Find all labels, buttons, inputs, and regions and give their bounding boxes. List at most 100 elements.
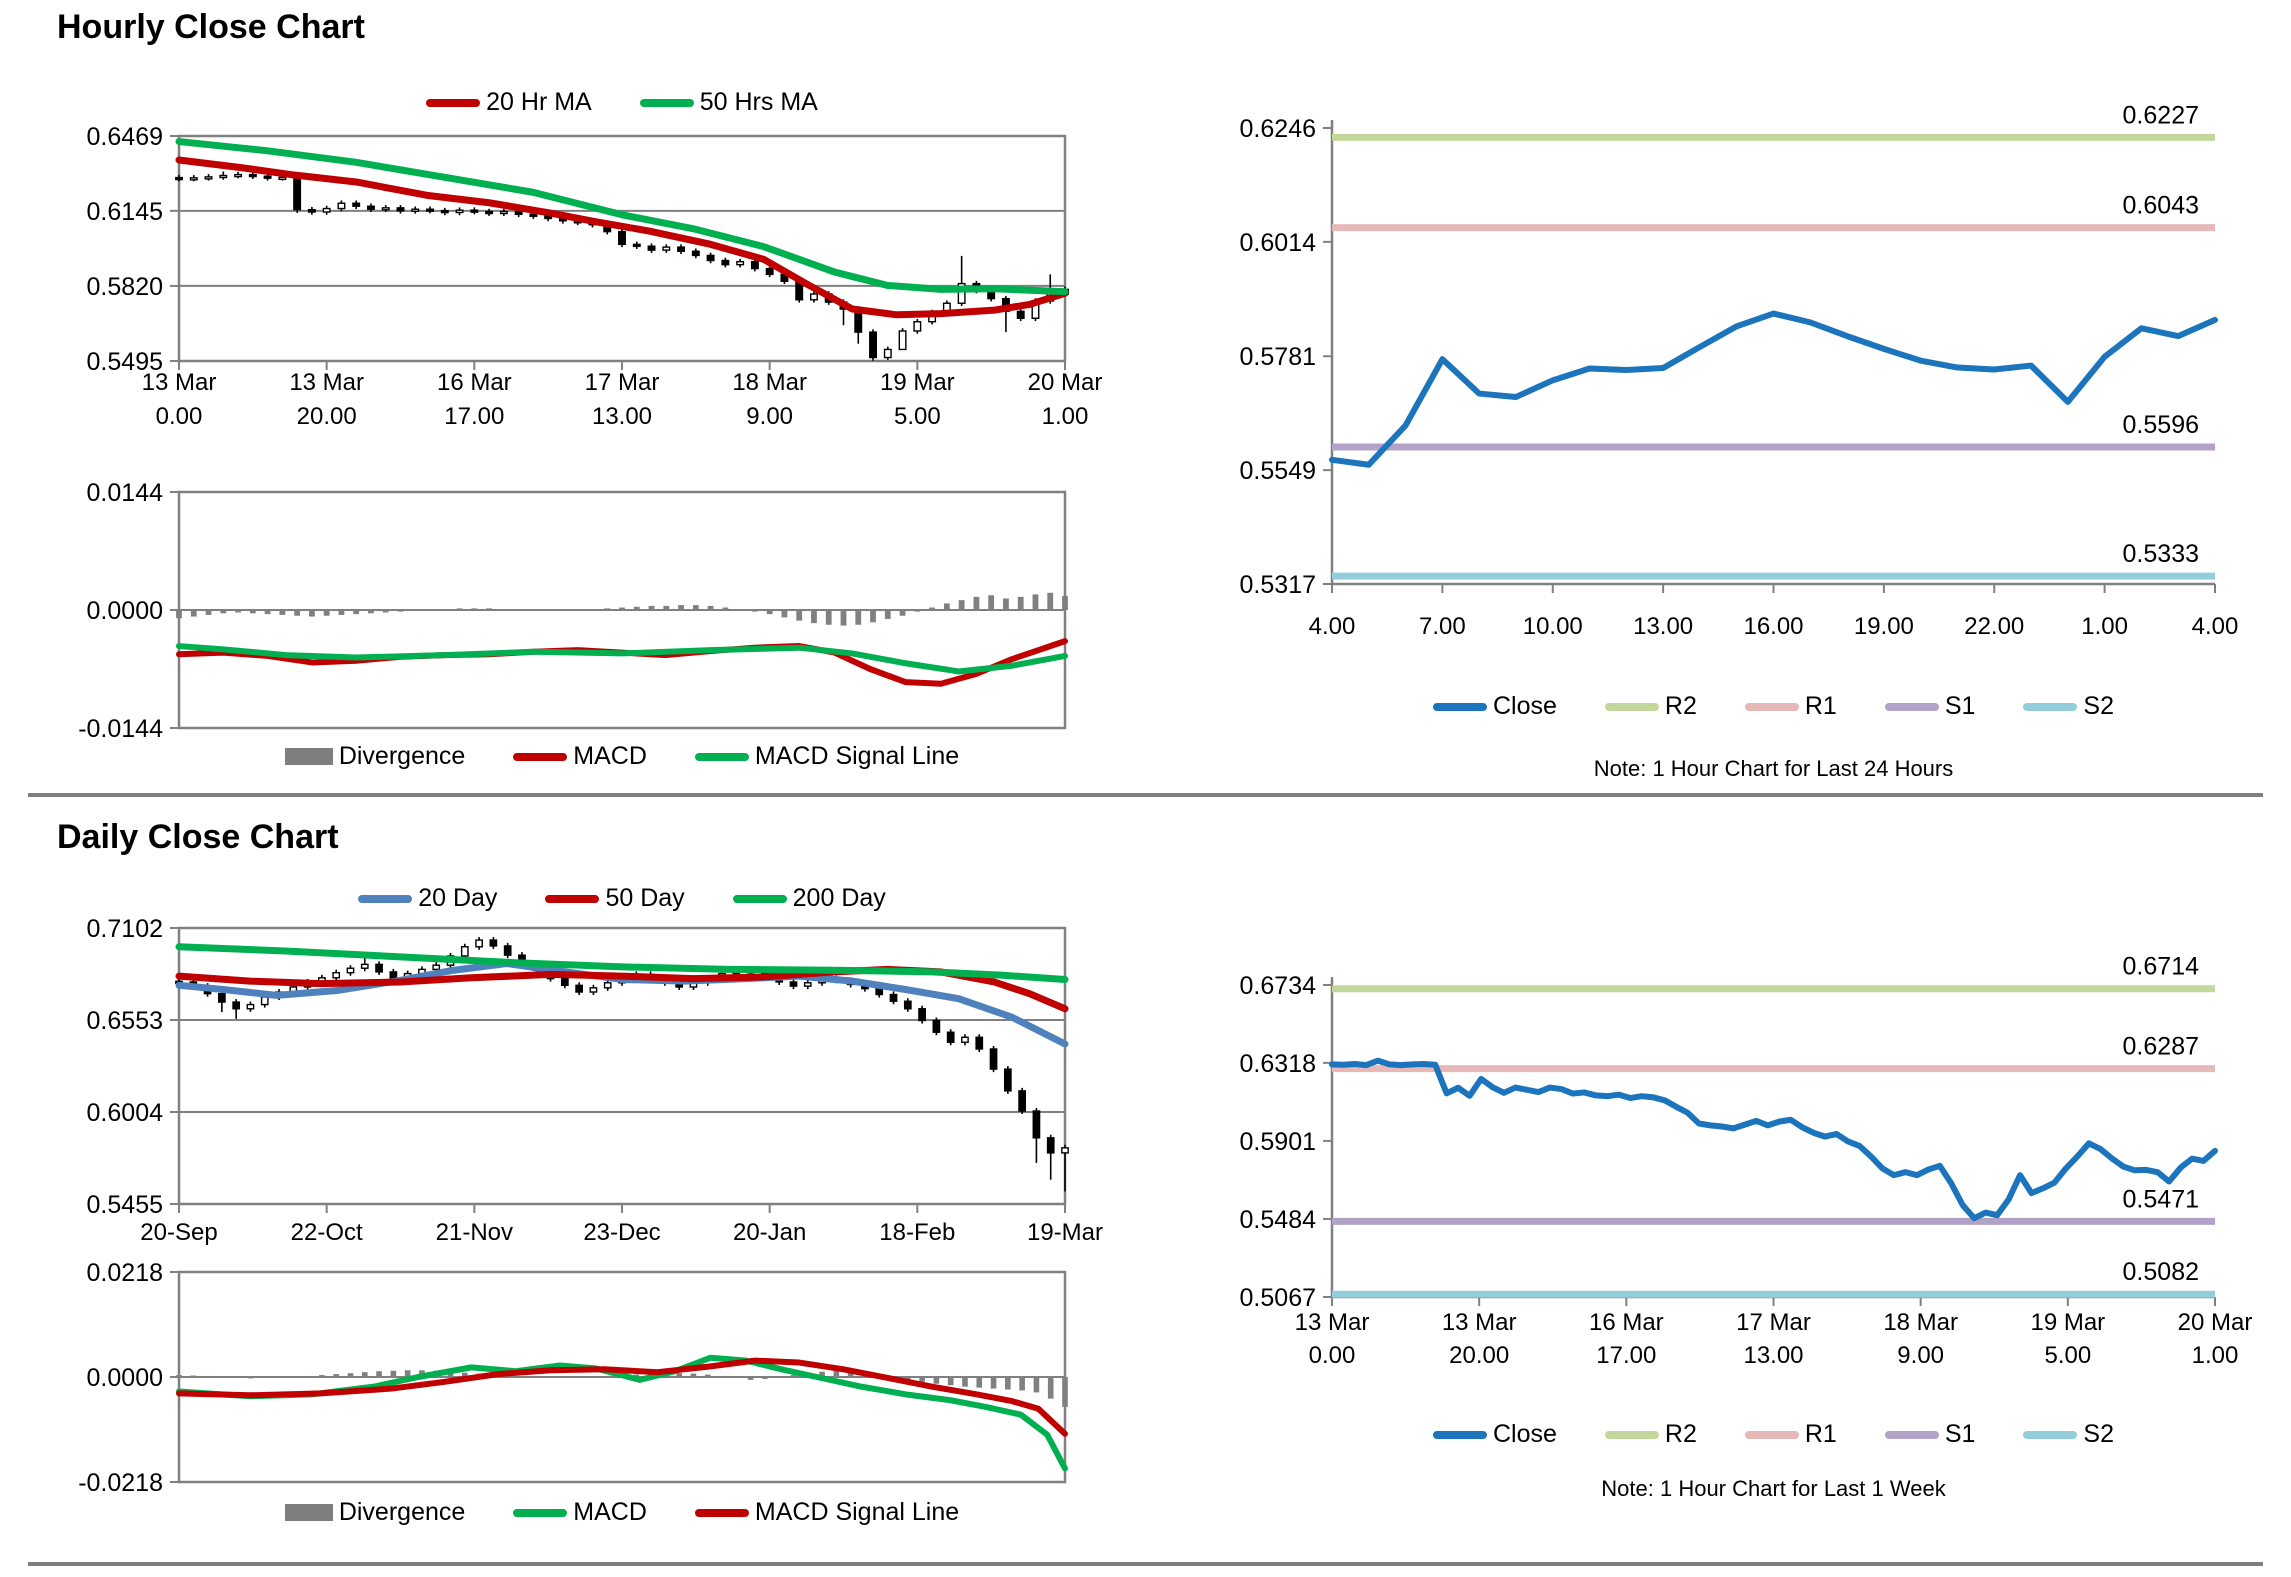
level-label: 0.6287 [2123,1033,2199,1061]
divergence-bar [855,610,862,625]
divergence-bar [397,610,404,612]
legend-swatch-line-icon [358,894,413,903]
candle [603,982,612,989]
divergence-bar [353,610,360,615]
divergence-bar [973,596,980,610]
level-label: 0.5471 [2123,1185,2199,1213]
candle [750,260,759,270]
divergence-bar [604,1376,611,1378]
candle [218,992,226,1003]
x-tick-label: 1.00 [2081,613,2128,640]
candle [632,243,641,248]
candle [803,982,812,987]
divergence-bar [220,610,227,614]
divergence-bar [719,1376,725,1378]
candle [426,208,435,212]
divergence-bar [833,1370,840,1377]
candle [440,209,449,214]
candle [455,209,464,214]
candle [381,207,390,211]
x-tick-label: 23-Dec [583,1219,660,1246]
x-tick-label: 13 Mar [1442,1309,1517,1336]
candle [503,945,512,956]
y-tick-label: -0.0218 [78,1469,163,1497]
divergence-bar [276,1377,282,1378]
candle [589,987,598,993]
x-tick-label: 13 Mar [142,369,217,396]
divergence-bar [562,1377,568,1378]
candle [618,230,626,246]
y-tick-label: 0.5549 [1240,457,1316,485]
x-tick-label: 22.00 [1964,613,2024,640]
divergence-bar [279,610,286,615]
legend-swatch-bar-icon [284,748,333,765]
divergence-bar [704,1374,711,1377]
legend-label: S1 [1944,692,1976,720]
y-tick-label: 0.5901 [1240,1128,1316,1156]
divergence-bar [663,605,670,610]
x-tick-label: 13 Mar [289,369,364,396]
legend-swatch-line-icon [1744,702,1799,711]
level-label: 0.6043 [2123,192,2199,220]
y-tick-label: 0.5455 [87,1191,163,1219]
divergence-bar [190,1375,197,1377]
x-tick-label: 0.00 [1309,1342,1356,1369]
divergence-bar [515,609,522,611]
legend-item-50 Hrs MA: 50 Hrs MA [639,88,818,117]
candle [307,208,316,213]
x-tick-label: 1.00 [1042,403,1089,430]
divergence-bar [427,610,433,611]
divergence-bar [737,609,744,611]
legend-item-R2: R2 [1604,692,1697,721]
x-tick-label: 19-Mar [1027,1219,1103,1246]
y-tick-label: 0.7102 [87,915,163,943]
divergence-bar [574,610,581,611]
divergence-bar [249,610,256,614]
divergence-bar [847,1371,854,1377]
legend-item-R1: R1 [1744,692,1837,721]
legend-item-MACD Signal Line: MACD Signal Line [694,1498,959,1527]
legend-label: 50 Hrs MA [699,88,818,116]
divergence-bar [722,607,729,610]
series-MACD [176,638,1068,687]
candle [957,282,966,304]
x-tick-label: 4.00 [2192,613,2239,640]
divergence-bar [678,605,684,610]
legend-swatch-line-icon [2023,1430,2078,1439]
divergence-bar [560,610,566,611]
divergence-bar [1005,1377,1011,1390]
candle [989,1048,998,1070]
candle [234,173,243,178]
weekly-sr-legend: Close R2 R1 S1 S2 [1332,1420,2215,1449]
weekly-sr-note: Note: 1 Hour Chart for Last 1 Week [1601,1476,1946,1501]
candle [366,205,375,210]
y-tick-label: 0.5495 [87,348,163,376]
hourly-sr-note: Note: 1 Hour Chart for Last 24 Hours [1593,756,1954,781]
divergence-bar [530,610,537,611]
divergence-bar [456,608,463,610]
legend-label: R2 [1664,1420,1697,1448]
candle [411,208,420,212]
legend-label: Close [1492,692,1557,720]
y-tick-label: 0.5317 [1240,571,1316,599]
y-tick-label: 0.6145 [87,198,163,226]
section-divider [28,793,2263,797]
legend-label: 20 Hr MA [486,88,592,116]
candle [337,202,346,210]
divergence-bar [1062,1377,1068,1407]
x-tick-label: 20-Jan [733,1219,806,1246]
candle [869,331,878,359]
series-Close [1329,310,2218,468]
x-tick-label: 19 Mar [2030,1309,2105,1336]
divergence-bar [1032,594,1039,610]
x-tick-label: 13.00 [592,403,652,430]
divergence-bar [990,1377,997,1389]
legend-item-MACD Signal Line: MACD Signal Line [694,742,959,771]
divergence-bar [747,1377,754,1380]
divergence-bar [819,1371,825,1377]
series-50 Day [175,965,1069,1013]
candle [736,260,745,266]
divergence-bar [1062,596,1068,610]
divergence-bar [347,1373,354,1377]
